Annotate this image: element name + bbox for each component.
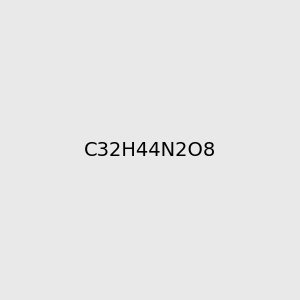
Text: C32H44N2O8: C32H44N2O8 [84, 140, 216, 160]
